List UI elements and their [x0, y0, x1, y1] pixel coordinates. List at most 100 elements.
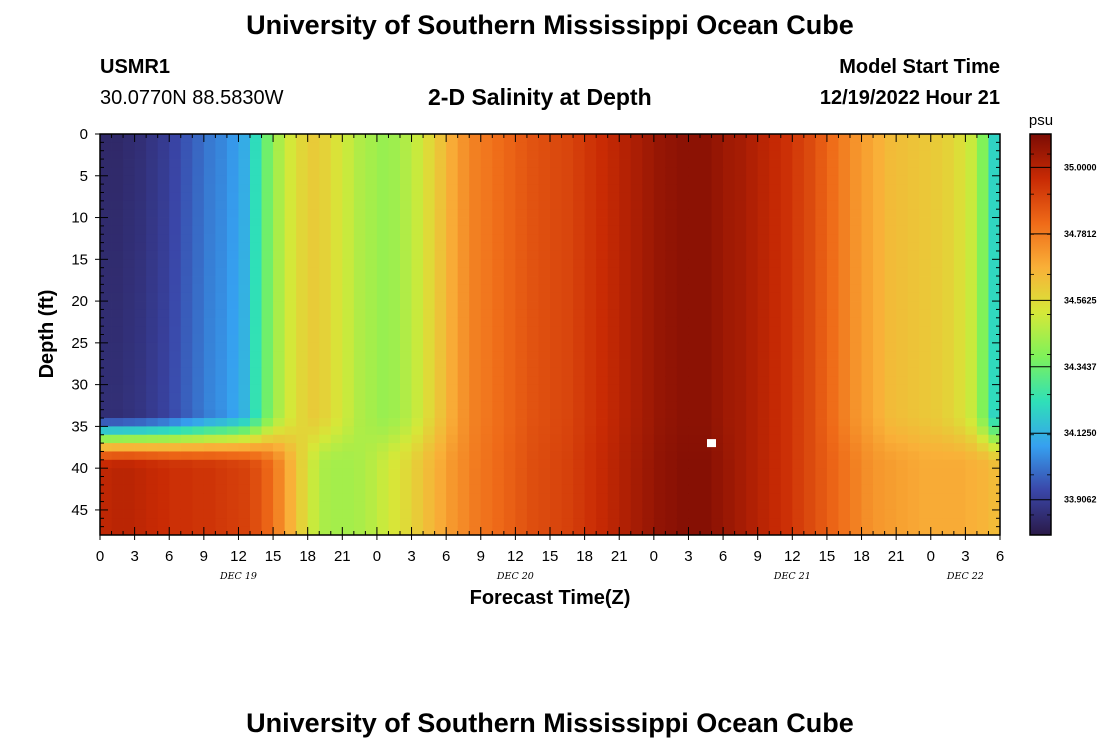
- heatmap-cell: [284, 192, 297, 202]
- heatmap-cell: [273, 250, 286, 260]
- heatmap-cell: [642, 200, 655, 210]
- heatmap-cell: [296, 301, 309, 310]
- heatmap-cell: [942, 376, 955, 386]
- heatmap-cell: [111, 501, 124, 511]
- heatmap-cell: [261, 234, 274, 243]
- heatmap-cell: [711, 434, 724, 444]
- heatmap-cell: [780, 292, 793, 302]
- heatmap-cell: [965, 376, 978, 386]
- heatmap-cell: [469, 317, 482, 327]
- heatmap-cell: [573, 234, 586, 243]
- heatmap-cell: [896, 259, 909, 269]
- heatmap-cell: [284, 225, 297, 235]
- heatmap-cell: [907, 493, 920, 502]
- heatmap-cell: [907, 284, 920, 294]
- heatmap-cell: [330, 342, 343, 352]
- heatmap-cell: [746, 259, 759, 269]
- heatmap-cell: [526, 309, 539, 319]
- model-start-value: 12/19/2022 Hour 21: [819, 87, 1000, 109]
- heatmap-cell: [503, 476, 516, 486]
- heatmap-cell: [273, 367, 286, 377]
- heatmap-cell: [238, 342, 251, 352]
- heatmap-cell: [873, 317, 886, 327]
- heatmap-cell: [550, 501, 562, 511]
- heatmap-cell: [907, 276, 920, 285]
- heatmap-cell: [780, 301, 793, 310]
- heatmap-cell: [561, 409, 574, 419]
- heatmap-cell: [273, 142, 286, 152]
- heatmap-cell: [780, 526, 793, 536]
- heatmap-cell: [619, 192, 632, 202]
- heatmap-cell: [273, 292, 286, 302]
- heatmap-cell: [111, 418, 124, 427]
- heatmap-cell: [538, 217, 551, 227]
- heatmap-cell: [942, 392, 955, 402]
- heatmap-cell: [480, 518, 493, 528]
- heatmap-cell: [123, 225, 136, 235]
- heatmap-cell: [123, 451, 136, 461]
- heatmap-cell: [388, 367, 401, 377]
- heatmap-cell: [642, 376, 655, 386]
- heatmap-cell: [942, 493, 955, 502]
- heatmap-cell: [930, 301, 943, 310]
- heatmap-cell: [965, 484, 978, 494]
- heatmap-cell: [861, 234, 874, 243]
- heatmap-cell: [434, 443, 447, 452]
- heatmap-cell: [169, 317, 182, 327]
- heatmap-cell: [700, 367, 712, 377]
- heatmap-cell: [423, 359, 436, 369]
- heatmap-cell: [573, 276, 586, 285]
- heatmap-cell: [780, 167, 793, 177]
- heatmap-cell: [353, 484, 366, 494]
- heatmap-cell: [307, 501, 320, 511]
- heatmap-cell: [353, 401, 366, 411]
- heatmap-cell: [388, 426, 401, 436]
- heatmap-cell: [446, 367, 459, 377]
- heatmap-cell: [723, 150, 736, 160]
- heatmap-cell: [596, 526, 609, 536]
- heatmap-cell: [930, 418, 943, 427]
- heatmap-cell: [965, 234, 978, 243]
- heatmap-cell: [561, 493, 574, 502]
- heatmap-cell: [330, 443, 343, 452]
- heatmap-cell: [215, 200, 228, 210]
- heatmap-cell: [965, 134, 978, 143]
- heatmap-cell: [480, 418, 493, 427]
- heatmap-cell: [342, 468, 355, 477]
- heatmap-cell: [723, 384, 736, 394]
- heatmap-cell: [180, 518, 193, 528]
- heatmap-cell: [884, 134, 897, 143]
- heatmap-cell: [457, 234, 470, 243]
- heatmap-cell: [457, 384, 470, 394]
- colorbar-ticks: 35.000034.781234.562534.343734.125033.90…: [1030, 153, 1097, 516]
- heatmap-cell: [930, 184, 943, 193]
- heatmap-cell: [953, 459, 966, 469]
- heatmap-cell: [942, 501, 955, 511]
- heatmap-cell: [503, 434, 516, 444]
- heatmap-cell: [100, 309, 112, 319]
- heatmap-cell: [815, 292, 828, 302]
- heatmap-cell: [400, 409, 412, 419]
- heatmap-cell: [261, 443, 274, 452]
- heatmap-cell: [480, 259, 493, 269]
- heatmap-cell: [676, 476, 689, 486]
- heatmap-cell: [146, 434, 159, 444]
- heatmap-cell: [780, 367, 793, 377]
- heatmap-cell: [861, 142, 874, 152]
- heatmap-cell: [919, 459, 932, 469]
- heatmap-cell: [700, 284, 712, 294]
- heatmap-cell: [896, 351, 909, 360]
- heatmap-cell: [607, 451, 620, 461]
- heatmap-cell: [503, 192, 516, 202]
- heatmap-cell: [826, 284, 839, 294]
- heatmap-cell: [746, 451, 759, 461]
- heatmap-cell: [803, 484, 816, 494]
- heatmap-cell: [700, 384, 712, 394]
- heatmap-cell: [757, 376, 770, 386]
- heatmap-cell: [526, 509, 539, 519]
- heatmap-cell: [250, 401, 262, 411]
- heatmap-cell: [319, 359, 332, 369]
- heatmap-cell: [134, 376, 147, 386]
- heatmap-cell: [665, 301, 678, 310]
- heatmap-cell: [123, 334, 136, 344]
